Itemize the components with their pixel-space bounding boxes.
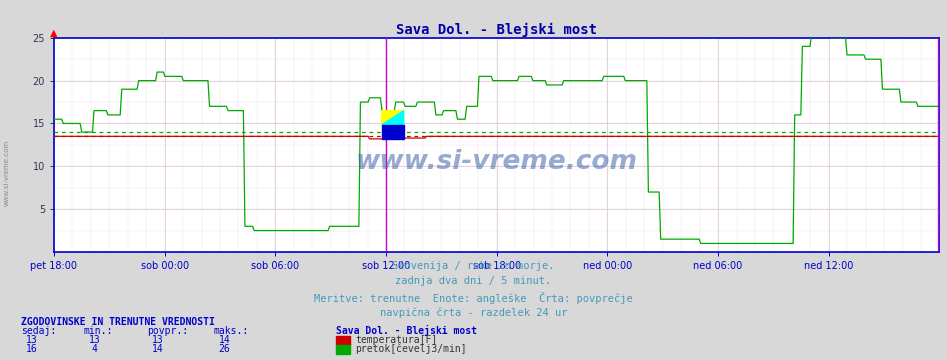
Text: 13: 13: [27, 335, 38, 345]
Text: Slovenija / reke in morje.: Slovenija / reke in morje.: [392, 261, 555, 271]
Text: temperatura[F]: temperatura[F]: [355, 335, 438, 345]
Polygon shape: [382, 111, 403, 125]
Text: 4: 4: [92, 344, 98, 354]
Text: 16: 16: [27, 344, 38, 354]
Bar: [382, 125, 403, 139]
Text: min.:: min.:: [83, 326, 113, 336]
Text: zadnja dva dni / 5 minut.: zadnja dva dni / 5 minut.: [396, 276, 551, 287]
Text: maks.:: maks.:: [213, 326, 248, 336]
Text: 13: 13: [152, 335, 164, 345]
Text: sedaj:: sedaj:: [21, 326, 56, 336]
Text: Meritve: trenutne  Enote: angleške  Črta: povprečje: Meritve: trenutne Enote: angleške Črta: …: [314, 292, 633, 304]
Text: ZGODOVINSKE IN TRENUTNE VREDNOSTI: ZGODOVINSKE IN TRENUTNE VREDNOSTI: [21, 317, 215, 327]
Text: www.si-vreme.com: www.si-vreme.com: [356, 149, 637, 175]
Text: 14: 14: [152, 344, 164, 354]
Text: 14: 14: [219, 335, 230, 345]
Text: navpična črta - razdelek 24 ur: navpična črta - razdelek 24 ur: [380, 307, 567, 318]
Text: 13: 13: [89, 335, 100, 345]
Text: ▲: ▲: [50, 28, 58, 38]
Text: Sava Dol. - Blejski most: Sava Dol. - Blejski most: [336, 325, 477, 336]
Title: Sava Dol. - Blejski most: Sava Dol. - Blejski most: [396, 22, 598, 37]
Text: www.si-vreme.com: www.si-vreme.com: [4, 140, 9, 206]
Text: 26: 26: [219, 344, 230, 354]
Text: pretok[čevelj3/min]: pretok[čevelj3/min]: [355, 343, 467, 354]
Text: povpr.:: povpr.:: [147, 326, 188, 336]
Polygon shape: [382, 111, 403, 125]
